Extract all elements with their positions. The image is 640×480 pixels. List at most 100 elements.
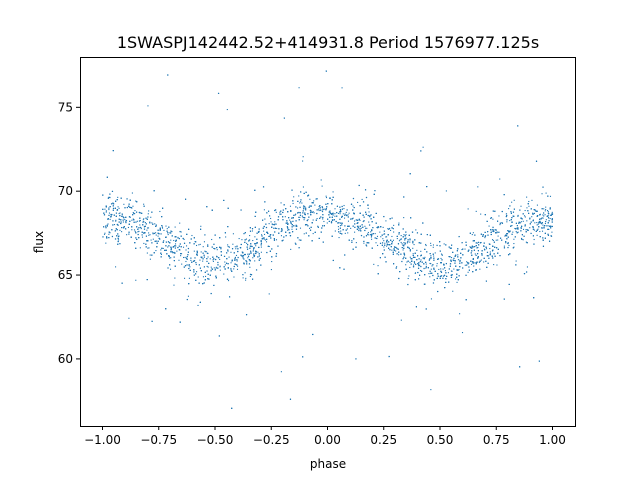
data-point	[161, 247, 163, 249]
data-point	[515, 230, 517, 233]
data-point	[489, 254, 491, 256]
data-point	[223, 255, 226, 257]
data-point	[261, 235, 263, 237]
data-point	[389, 227, 391, 229]
data-point	[386, 236, 388, 238]
data-point	[287, 223, 289, 225]
data-point	[472, 258, 474, 260]
data-point	[475, 269, 477, 271]
data-point	[545, 219, 547, 221]
data-point	[440, 257, 442, 259]
data-point	[358, 227, 360, 229]
data-point	[155, 224, 157, 226]
data-point	[123, 226, 125, 228]
data-point	[294, 214, 296, 216]
data-point	[413, 264, 415, 266]
data-point	[468, 269, 470, 271]
data-point	[145, 217, 147, 219]
data-point	[428, 259, 430, 261]
data-point	[318, 210, 320, 212]
data-point	[469, 232, 471, 234]
data-point	[332, 212, 334, 214]
data-point	[371, 221, 373, 223]
data-point	[375, 212, 377, 214]
data-point	[117, 235, 120, 237]
data-point	[257, 231, 260, 233]
y-tick-label: 60	[58, 352, 73, 366]
data-point	[290, 248, 292, 250]
data-point	[193, 260, 196, 262]
data-point	[162, 241, 164, 243]
data-point	[105, 206, 107, 208]
data-point	[107, 223, 109, 225]
data-point	[178, 237, 180, 240]
data-point	[253, 255, 255, 258]
data-point	[119, 229, 121, 231]
data-point	[231, 270, 233, 272]
data-point	[246, 242, 248, 244]
data-point	[312, 211, 314, 213]
data-point	[340, 230, 342, 232]
data-point	[532, 219, 534, 221]
data-point	[408, 234, 410, 236]
data-point	[166, 228, 168, 230]
data-point	[205, 251, 207, 253]
data-point	[404, 238, 406, 240]
data-point	[165, 241, 167, 243]
data-point	[130, 236, 132, 238]
data-point	[238, 237, 240, 240]
data-point	[312, 333, 314, 336]
data-point	[429, 258, 431, 260]
data-point	[521, 234, 523, 236]
data-point	[331, 235, 333, 237]
data-point	[411, 260, 413, 262]
data-point	[471, 245, 473, 247]
data-point	[459, 266, 461, 268]
data-point	[479, 268, 481, 270]
data-point	[128, 205, 130, 207]
data-point	[316, 218, 318, 220]
data-point	[364, 225, 366, 227]
data-point	[190, 257, 192, 259]
data-point	[389, 218, 391, 220]
data-point	[204, 250, 206, 252]
data-point	[551, 219, 553, 221]
data-point	[345, 229, 347, 231]
data-point	[426, 186, 428, 188]
data-point	[216, 256, 218, 258]
data-point	[344, 213, 346, 215]
data-point	[484, 231, 486, 233]
data-point	[220, 246, 222, 249]
data-point	[420, 242, 422, 244]
data-point	[508, 283, 510, 285]
data-point	[537, 215, 539, 217]
data-point	[513, 215, 515, 217]
data-point	[536, 229, 538, 231]
data-point	[313, 212, 315, 214]
data-point	[305, 191, 307, 193]
data-point	[542, 214, 544, 216]
data-point	[199, 259, 201, 261]
data-point	[193, 271, 195, 273]
data-point	[386, 245, 388, 247]
data-point	[481, 254, 483, 256]
data-point	[401, 243, 403, 245]
data-point	[299, 212, 301, 214]
data-point	[436, 244, 438, 247]
data-point	[327, 203, 329, 205]
data-point	[533, 297, 535, 299]
data-point	[177, 247, 179, 249]
data-point	[516, 225, 518, 227]
data-point	[375, 242, 377, 244]
data-point	[103, 214, 106, 216]
data-point	[434, 270, 436, 272]
data-point	[231, 407, 233, 409]
data-point	[332, 196, 334, 198]
data-point	[437, 258, 439, 260]
data-point	[333, 219, 335, 221]
data-point	[140, 228, 142, 230]
data-point	[404, 244, 406, 246]
data-point	[285, 235, 287, 237]
data-point	[458, 269, 460, 271]
